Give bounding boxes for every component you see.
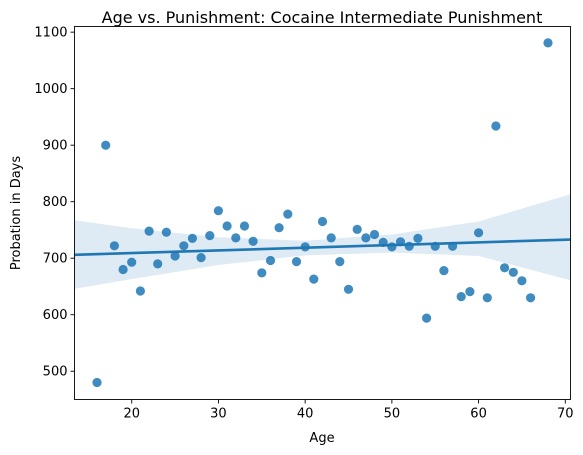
data-point xyxy=(361,233,371,243)
data-point xyxy=(248,236,258,246)
x-tick-label: 30 xyxy=(210,407,227,422)
data-point xyxy=(456,292,466,302)
x-axis: 20 30 40 50 60 70 xyxy=(123,399,574,422)
x-tick-label: 20 xyxy=(123,407,140,422)
y-axis: 500 600 700 800 900 1000 1100 xyxy=(34,26,75,380)
data-point xyxy=(222,221,232,231)
data-point xyxy=(213,206,223,216)
y-tick-label: 1100 xyxy=(34,26,67,41)
regression-line xyxy=(74,238,571,257)
chart-title: Age vs. Punishment: Cocaine Intermediate… xyxy=(102,8,543,27)
data-point xyxy=(109,241,119,251)
x-tick-label: 60 xyxy=(470,407,487,422)
data-point xyxy=(369,229,380,240)
data-point xyxy=(465,287,475,297)
data-point xyxy=(257,268,267,278)
data-point xyxy=(309,274,319,284)
data-point xyxy=(482,293,492,303)
data-point xyxy=(526,293,536,303)
data-point xyxy=(205,231,215,241)
data-point xyxy=(265,255,276,266)
confidence-band xyxy=(74,194,571,289)
data-point xyxy=(153,259,163,269)
y-tick-label: 800 xyxy=(43,195,68,210)
points-layer xyxy=(92,38,553,388)
data-point xyxy=(161,227,171,237)
x-tick-label: 40 xyxy=(297,407,314,422)
data-point xyxy=(491,121,501,131)
data-point xyxy=(239,221,250,231)
data-point xyxy=(326,233,336,243)
data-point xyxy=(274,223,284,233)
data-point xyxy=(118,264,128,275)
confidence-band-layer xyxy=(74,194,571,289)
data-point xyxy=(543,38,553,48)
data-point xyxy=(135,286,145,296)
plot-frame xyxy=(74,26,571,400)
data-point xyxy=(187,233,197,243)
y-tick-label: 600 xyxy=(43,308,68,323)
data-point xyxy=(474,228,484,238)
data-point xyxy=(500,263,510,273)
data-point xyxy=(404,241,414,251)
x-axis-label: Age xyxy=(309,431,334,446)
data-point xyxy=(101,140,111,150)
y-tick-label: 900 xyxy=(43,139,68,154)
y-axis-label: Probation in Days xyxy=(9,156,24,271)
data-point xyxy=(439,266,449,276)
data-point xyxy=(283,209,293,219)
data-point xyxy=(343,284,354,294)
data-point xyxy=(127,257,137,267)
x-tick-label: 50 xyxy=(384,407,401,422)
data-point xyxy=(517,276,527,286)
data-point xyxy=(144,226,154,236)
data-point xyxy=(92,377,102,388)
data-point xyxy=(352,224,362,234)
data-point xyxy=(196,253,206,263)
data-point xyxy=(179,241,189,251)
data-point xyxy=(335,257,345,267)
data-point xyxy=(422,313,432,323)
x-tick-label: 70 xyxy=(557,407,574,422)
y-tick-label: 500 xyxy=(43,365,68,380)
data-point xyxy=(291,257,302,267)
data-point xyxy=(170,251,180,261)
data-point xyxy=(317,216,328,227)
data-point xyxy=(413,233,423,243)
y-tick-label: 1000 xyxy=(34,82,67,97)
data-point xyxy=(231,233,241,243)
data-point xyxy=(508,267,518,277)
regression-line-layer xyxy=(74,238,571,257)
y-tick-label: 700 xyxy=(43,252,68,267)
